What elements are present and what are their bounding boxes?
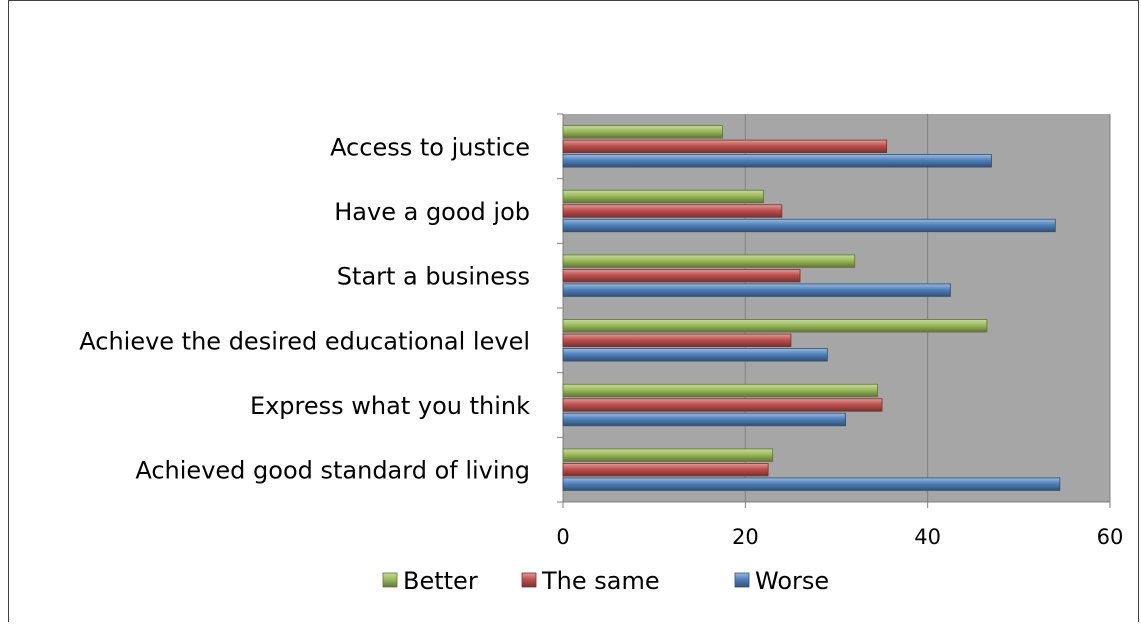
category-label: Express what you think	[250, 392, 530, 420]
category-label: Start a business	[337, 263, 530, 291]
category-label: Achieved good standard of living	[135, 457, 530, 485]
bar-the-same	[562, 333, 792, 347]
bar-the-same	[562, 204, 783, 218]
bar-better	[562, 383, 878, 398]
bar-better	[562, 319, 988, 333]
x-tick-label: 40	[914, 525, 941, 549]
bar-better	[562, 448, 774, 462]
bar-worse	[562, 154, 992, 168]
chart-frame	[8, 0, 1139, 622]
bar-worse	[562, 412, 847, 427]
legend-swatch-worse	[734, 572, 750, 588]
legend-swatch-the-same	[521, 572, 537, 588]
x-tick-label: 20	[732, 525, 759, 549]
x-tick-label: 0	[556, 525, 569, 549]
legend-label: The same	[541, 567, 660, 595]
bar-worse	[562, 218, 1056, 233]
plot-area	[563, 114, 1110, 502]
category-label: Have a good job	[334, 198, 530, 226]
bar-worse	[562, 348, 828, 362]
x-tick-label: 60	[1097, 525, 1124, 549]
legend-label: Worse	[755, 567, 829, 595]
bar-worse	[562, 283, 951, 297]
category-label: Access to justice	[330, 133, 530, 161]
legend-label: Better	[403, 567, 478, 595]
bar-the-same	[562, 398, 883, 412]
bar-the-same	[562, 269, 801, 283]
bar-the-same	[562, 463, 769, 477]
bar-better	[562, 189, 764, 204]
category-label: Achieve the desired educational level	[79, 327, 530, 355]
bar-better	[562, 254, 856, 268]
bar-worse	[562, 477, 1061, 491]
legend-swatch-better	[382, 572, 398, 588]
bar-the-same	[562, 139, 888, 153]
bar-better	[562, 125, 723, 139]
